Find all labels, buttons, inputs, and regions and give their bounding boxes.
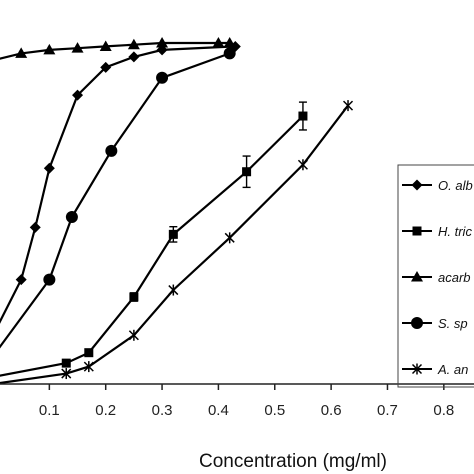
legend-item: O. alb: [402, 178, 473, 193]
data-point: [127, 38, 140, 50]
x-tick-label: 0.1: [39, 402, 60, 419]
legend-item: acarb: [402, 270, 471, 285]
legend-marker: [411, 363, 423, 375]
data-point: [105, 144, 118, 157]
series-line: [0, 45, 236, 324]
x-tick-label: 0.3: [152, 402, 173, 419]
data-point: [15, 47, 28, 58]
data-point: [223, 36, 236, 48]
data-point: [168, 284, 179, 296]
legend: O. alb H. tric acarb S. sp A. an: [397, 164, 474, 388]
data-point: [168, 229, 178, 239]
legend-marker: [412, 226, 422, 236]
data-point: [223, 47, 236, 60]
data-point: [84, 348, 94, 358]
legend-box: [397, 164, 474, 388]
data-point: [298, 111, 308, 121]
x-tick-label: 0.4: [208, 402, 229, 419]
series-1: [0, 101, 308, 377]
legend-label: acarb: [438, 270, 471, 285]
legend-label: H. tric: [438, 224, 472, 239]
legend-label: S. sp: [438, 316, 468, 331]
data-point: [224, 232, 235, 244]
data-point: [61, 358, 71, 368]
data-point: [15, 274, 27, 286]
x-axis-ticks: 0.1 0.2 0.3 0.4 0.5 0.6 0.7 0.8: [39, 384, 454, 419]
data-point: [128, 51, 140, 63]
x-tick-label: 0.6: [321, 402, 342, 419]
series-2: [0, 36, 236, 60]
series-4: [0, 100, 354, 385]
data-point: [129, 292, 139, 302]
legend-label: A. an: [437, 362, 468, 377]
plot-area: [0, 36, 354, 385]
data-point: [100, 61, 112, 73]
data-point: [71, 42, 84, 53]
series-line: [0, 104, 349, 385]
legend-label: O. alb: [438, 178, 473, 193]
x-tick-label: 0.8: [433, 402, 454, 419]
data-point: [342, 100, 354, 112]
data-point: [99, 40, 112, 51]
data-point: [43, 162, 55, 174]
legend-item: A. an: [402, 362, 468, 377]
series-3: [0, 47, 236, 349]
data-point: [43, 273, 56, 286]
data-point: [156, 36, 169, 48]
data-point: [128, 329, 139, 341]
data-point: [212, 36, 225, 48]
data-point: [156, 71, 169, 84]
data-point: [72, 89, 84, 101]
series-line: [0, 115, 304, 377]
data-point: [43, 43, 56, 55]
x-tick-label: 0.2: [95, 402, 116, 419]
data-point: [297, 159, 308, 171]
x-tick-label: 0.7: [377, 402, 398, 419]
legend-marker: [411, 179, 423, 191]
data-point: [83, 361, 94, 373]
data-point: [61, 368, 72, 380]
data-point: [65, 210, 78, 223]
legend-marker: [411, 271, 423, 282]
series-line: [0, 52, 231, 349]
series-line: [0, 41, 230, 60]
legend-marker: [411, 317, 423, 329]
legend-item: H. tric: [402, 224, 472, 239]
x-axis-title: Concentration (mg/ml): [199, 451, 387, 472]
x-tick-label: 0.5: [264, 402, 285, 419]
data-point: [29, 221, 41, 233]
data-point: [242, 167, 252, 177]
legend-item: S. sp: [402, 316, 468, 331]
